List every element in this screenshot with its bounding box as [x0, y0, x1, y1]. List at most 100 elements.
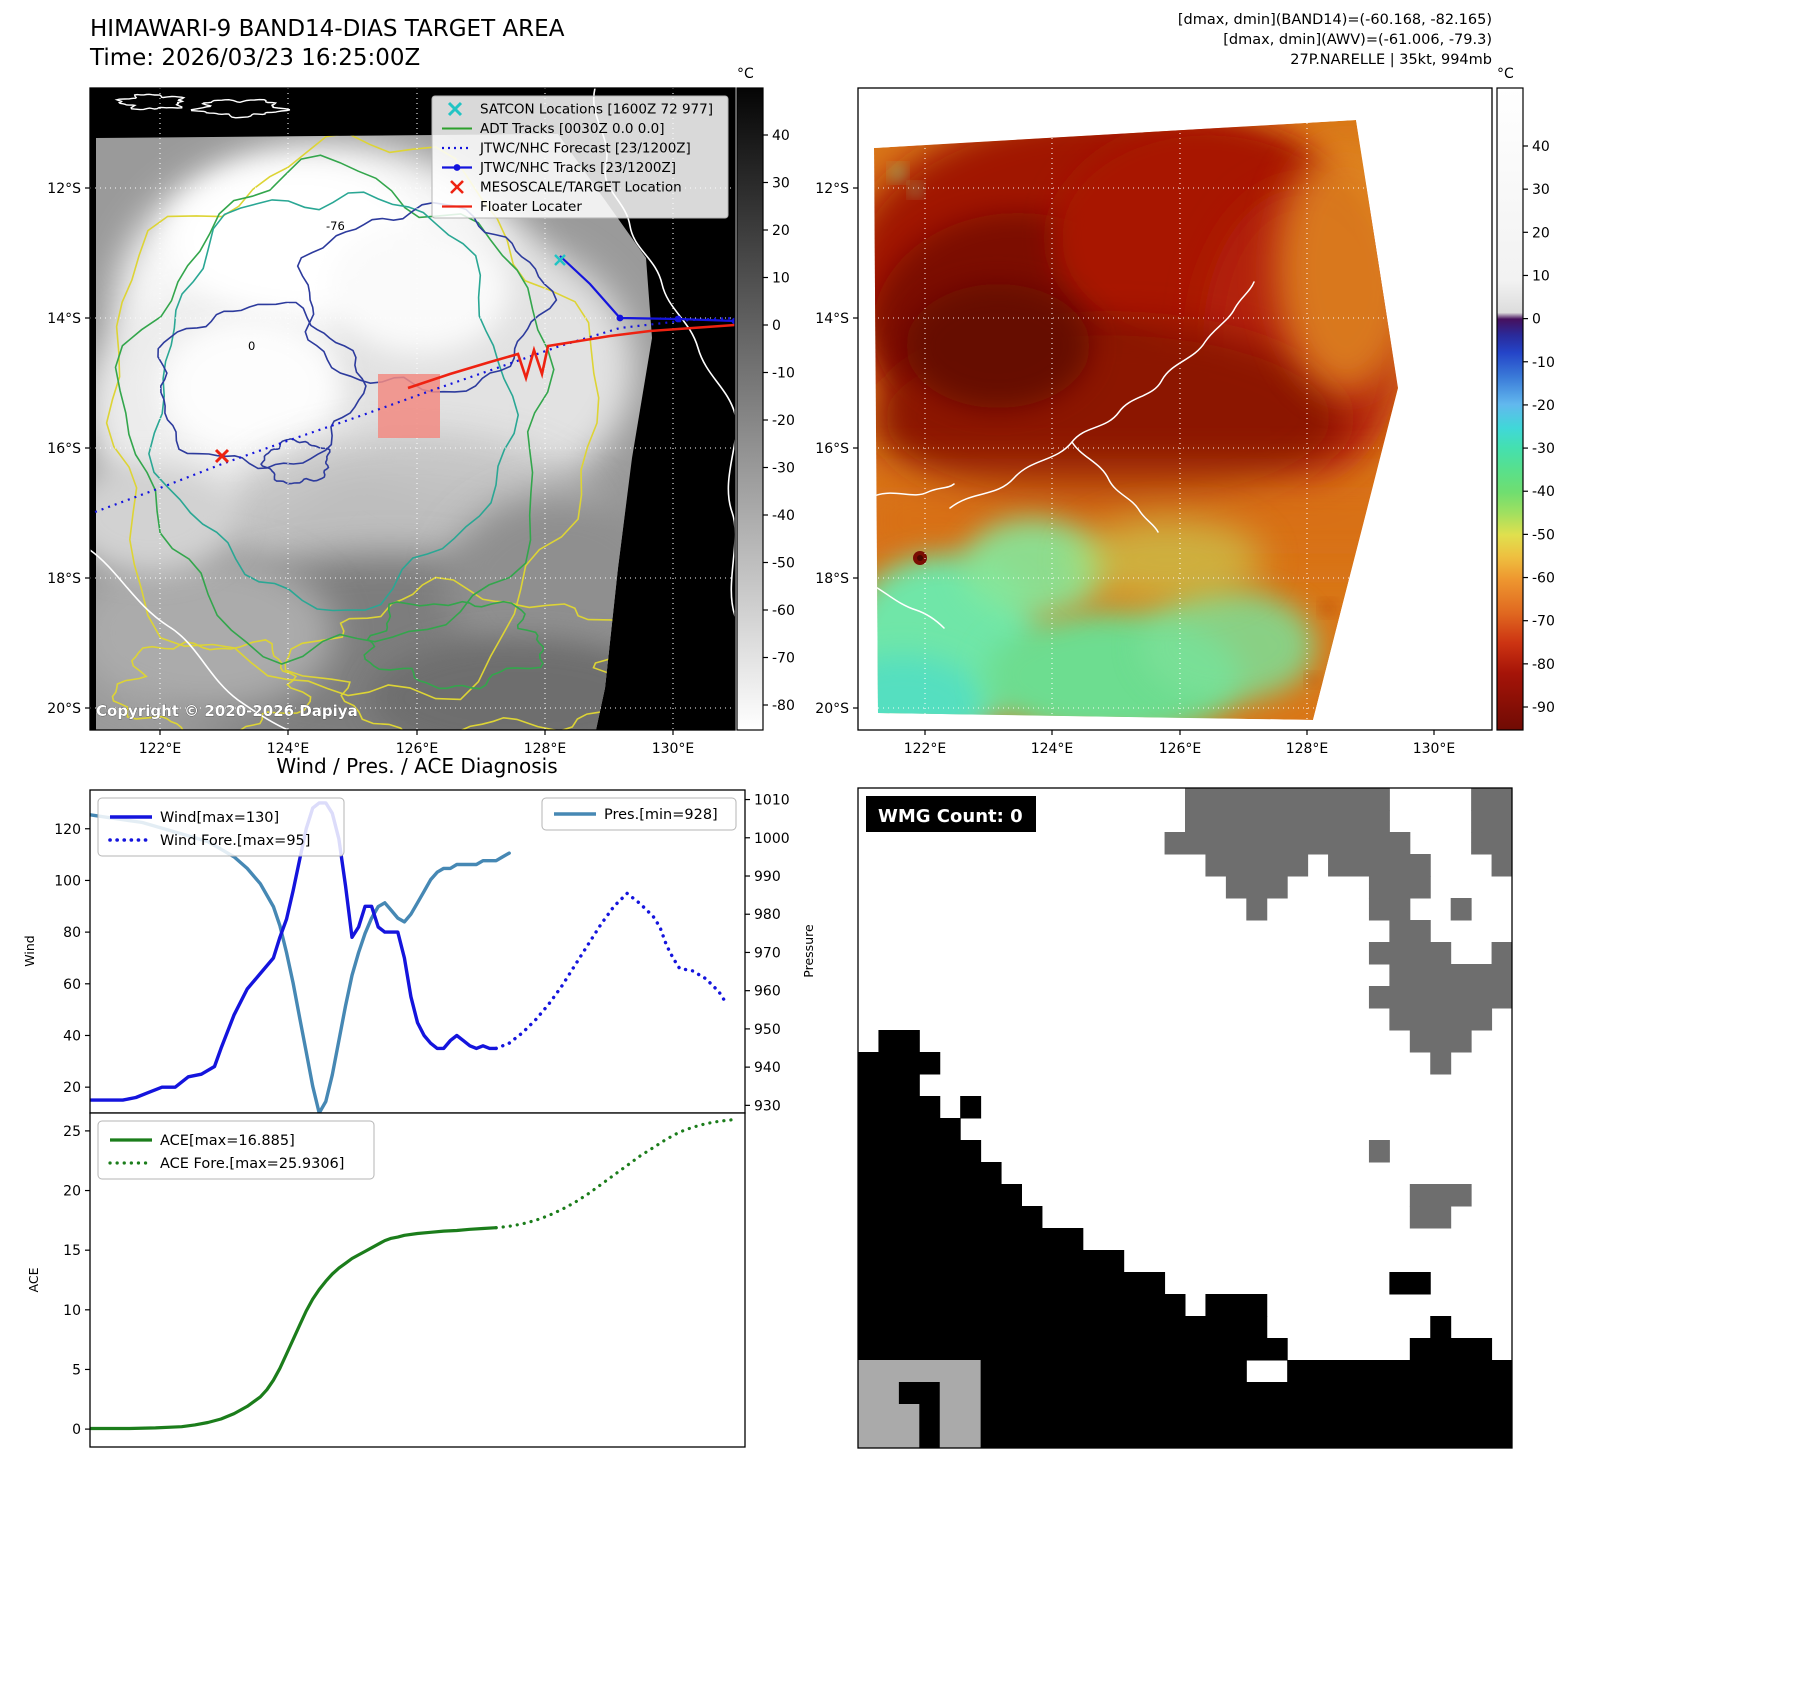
- wmg-cell: [878, 1184, 900, 1207]
- wmg-cell: [898, 1228, 920, 1251]
- wmg-cell: [1123, 1360, 1145, 1383]
- wmg-cell: [1246, 788, 1268, 811]
- wmg-cell: [1205, 854, 1227, 877]
- wmg-cell: [898, 1426, 920, 1449]
- colorbar-tick-label: -60: [772, 603, 795, 619]
- wmg-cell: [1082, 1294, 1104, 1317]
- pressure-tick-label: 930: [754, 1098, 781, 1114]
- wmg-cell: [1471, 1404, 1493, 1427]
- ace-tick-label: 15: [63, 1243, 81, 1259]
- island-outline: [190, 98, 291, 119]
- wmg-cell: [1225, 1294, 1247, 1317]
- lat-tick-label: 18°S: [815, 571, 849, 587]
- contour-line: [260, 438, 331, 485]
- legend-label-ace: ACE[max=16.885]: [160, 1133, 295, 1149]
- wmg-cell: [1491, 1426, 1513, 1449]
- chart-border: [89, 1112, 746, 1448]
- wmg-cell: [919, 1228, 941, 1251]
- ace-tick-label: 25: [63, 1124, 81, 1140]
- wmg-cell: [960, 1250, 982, 1273]
- wmg-cell: [898, 1184, 920, 1207]
- speckle: [1322, 602, 1334, 614]
- latlon-grid: [90, 88, 735, 730]
- band14-title: HIMAWARI-9 BAND14-DIAS TARGET AREA: [90, 16, 565, 42]
- wmg-cell: [1103, 1360, 1125, 1383]
- wmg-cell: [1287, 1360, 1309, 1383]
- lat-tick-label: 16°S: [47, 441, 81, 457]
- wmg-cell: [1430, 1184, 1452, 1207]
- wmg-cell: [858, 1250, 879, 1273]
- awv-colorbar-ticks: 40 30 20 10 0 -10 -20 -30 -40 -50 -60 -70 -80 -90: [1523, 139, 1555, 716]
- wmg-cell: [1287, 1404, 1309, 1427]
- wmg-cell: [919, 1382, 941, 1405]
- wmg-cell: [1491, 986, 1513, 1009]
- speckle: [1308, 675, 1318, 685]
- pressure-tick-label: 940: [754, 1060, 781, 1076]
- wmg-cell: [1368, 854, 1390, 877]
- wmg-cell: [1430, 1360, 1452, 1383]
- wmg-cell: [1491, 1382, 1513, 1405]
- wmg-cell: [858, 1118, 879, 1141]
- pressure-tick-label: 970: [754, 945, 781, 961]
- wmg-cell: [1368, 1404, 1390, 1427]
- wmg-cell: [1246, 1316, 1268, 1339]
- lat-tick-label: 18°S: [47, 571, 81, 587]
- mesoscale-target-area: [378, 374, 440, 438]
- legend-box: [97, 797, 345, 857]
- wmg-cell: [1021, 1404, 1043, 1427]
- island-outline: [114, 93, 186, 111]
- wmg-cell: [1205, 1294, 1227, 1317]
- wmg-cell: [919, 1206, 941, 1229]
- ace-tick-label: 5: [72, 1362, 81, 1378]
- dmax-dmin-band14: [dmax, dmin](BAND14)=(-60.168, -82.165): [1178, 12, 1492, 28]
- wmg-cell: [1430, 1008, 1452, 1031]
- wmg-cell: [1205, 832, 1227, 855]
- wmg-cell: [939, 1140, 961, 1163]
- wmg-cell: [1041, 1228, 1063, 1251]
- wmg-cell: [1062, 1228, 1084, 1251]
- wmg-cell: [1389, 1272, 1411, 1295]
- wmg-cell: [960, 1404, 982, 1427]
- colorbar-tick-label: -50: [1532, 527, 1555, 543]
- wmg-cell: [1368, 1360, 1390, 1383]
- band14-time: Time: 2026/03/23 16:25:00Z: [89, 45, 420, 71]
- wmg-cell: [1205, 1316, 1227, 1339]
- wmg-cell: [1409, 1382, 1431, 1405]
- contour-line: [296, 201, 558, 393]
- wmg-cell: [878, 1272, 900, 1295]
- wmg-cell: [1389, 832, 1411, 855]
- wmg-cell: [1471, 1338, 1493, 1361]
- wmg-cell: [1389, 1382, 1411, 1405]
- lat-tick-label: 12°S: [47, 181, 81, 197]
- wmg-cell: [1062, 1404, 1084, 1427]
- wmg-cell: [1103, 1294, 1125, 1317]
- wmg-cell: [1307, 1404, 1329, 1427]
- pressure-tick-label: 1010: [754, 793, 790, 809]
- lon-tick-label: 122°E: [904, 741, 947, 757]
- cloud-blob: [330, 223, 510, 353]
- wmg-cell: [1348, 1382, 1370, 1405]
- wmg-cell: [1021, 1250, 1043, 1273]
- wmg-cell: [1123, 1294, 1145, 1317]
- wmg-cell: [1205, 788, 1227, 811]
- wmg-cell: [1491, 832, 1513, 855]
- wmg-cell: [980, 1162, 1002, 1185]
- wmg-cell: [858, 1074, 879, 1097]
- target-x-icon: [450, 180, 464, 194]
- wmg-cell: [1205, 810, 1227, 833]
- wmg-cell: [1001, 1272, 1022, 1295]
- wmg-cell: [878, 1250, 900, 1273]
- wmg-cell: [1225, 1404, 1247, 1427]
- wmg-cell: [939, 1184, 961, 1207]
- colorbar-tick-label: -80: [772, 698, 795, 714]
- legend-label-wind: Wind[max=130]: [160, 810, 279, 826]
- wmg-cell: [1225, 1316, 1247, 1339]
- wmg-cell: [1409, 1184, 1431, 1207]
- wmg-cell: [878, 1118, 900, 1141]
- wmg-cell: [1123, 1382, 1145, 1405]
- wmg-cell: [960, 1426, 982, 1449]
- wmg-cell: [1266, 854, 1288, 877]
- wmg-cell: [858, 1206, 879, 1229]
- contour-line: [111, 639, 312, 730]
